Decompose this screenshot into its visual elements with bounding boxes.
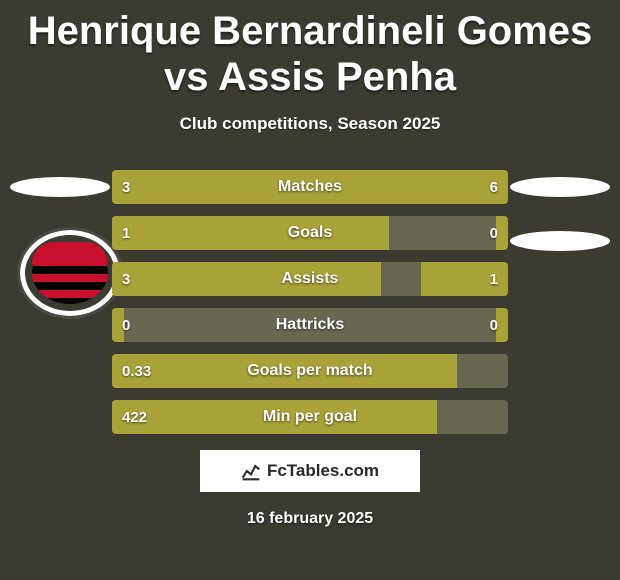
branding-footer[interactable]: FcTables.com	[200, 450, 420, 492]
player2-avatar-placeholder	[510, 177, 610, 197]
player1-avatar-placeholder	[10, 177, 110, 197]
branding-text: FcTables.com	[267, 461, 379, 481]
stat-value-left: 422	[112, 400, 157, 434]
page-title: Henrique Bernardineli Gomes vs Assis Pen…	[0, 0, 620, 100]
chart-icon	[241, 461, 261, 481]
stat-label: Goals per match	[112, 354, 508, 388]
stat-row: Assists3 1	[112, 262, 508, 296]
stat-label: Assists	[112, 262, 508, 296]
stat-value-left: 1	[112, 216, 140, 250]
stat-value-right: 0	[480, 216, 508, 250]
stat-value-right: 1	[480, 262, 508, 296]
stat-value-left: 0	[112, 308, 140, 342]
stat-value-right	[488, 400, 508, 434]
comparison-canvas: Henrique Bernardineli Gomes vs Assis Pen…	[0, 0, 620, 580]
player1-club-badge	[20, 230, 120, 316]
stat-row: Goals1 0	[112, 216, 508, 250]
stat-row: Hattricks0 0	[112, 308, 508, 342]
stat-label: Matches	[112, 170, 508, 204]
stat-label: Hattricks	[112, 308, 508, 342]
stat-value-left: 3	[112, 170, 140, 204]
stats-container: Matches36Goals10Assists31Hattricks00Goal…	[112, 170, 508, 446]
stat-value-left: 3	[112, 262, 140, 296]
stat-value-right	[488, 354, 508, 388]
stat-value-right: 6	[480, 170, 508, 204]
stat-row: Goals per match0.33	[112, 354, 508, 388]
stat-value-right: 0	[480, 308, 508, 342]
stat-row: Min per goal422	[112, 400, 508, 434]
stat-label: Min per goal	[112, 400, 508, 434]
subtitle: Club competitions, Season 2025	[0, 114, 620, 134]
stat-row: Matches3 6	[112, 170, 508, 204]
stat-value-left: 0.33	[112, 354, 161, 388]
date-text: 16 february 2025	[0, 510, 620, 528]
player2-club-placeholder	[510, 231, 610, 251]
stat-label: Goals	[112, 216, 508, 250]
